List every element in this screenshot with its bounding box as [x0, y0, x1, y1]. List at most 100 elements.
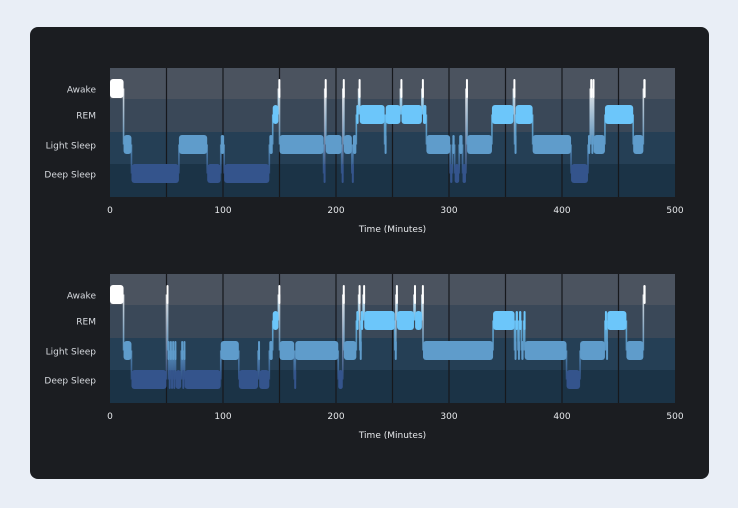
segment-light-sleep [258, 341, 261, 360]
stage-transition [352, 144, 354, 174]
segment-rem [272, 105, 279, 124]
segment-deep-sleep [207, 164, 221, 183]
segment-light-sleep [174, 341, 177, 360]
stage-transition [358, 294, 361, 351]
segment-rem [272, 311, 279, 330]
x-tick-label: 200 [327, 412, 344, 422]
segment-light-sleep [167, 341, 170, 360]
segment-rem [515, 311, 518, 330]
segment-light-sleep [606, 341, 609, 360]
x-tick-label: 100 [214, 412, 231, 422]
segment-awake [395, 285, 398, 304]
stage-transition [122, 294, 125, 351]
segment-light-sleep [459, 135, 463, 154]
x-axis-label: Time (Minutes) [358, 431, 426, 441]
stage-transition [122, 88, 125, 145]
segment-light-sleep [352, 135, 357, 154]
segment-awake [278, 79, 281, 98]
stage-transition [355, 320, 358, 351]
stage-transition [355, 114, 358, 145]
stage-transition [565, 350, 568, 380]
segment-deep-sleep [175, 370, 182, 389]
segment-light-sleep [183, 341, 186, 360]
stage-transition [413, 294, 415, 321]
stage-transition [400, 88, 403, 115]
segment-light-sleep [384, 135, 387, 154]
stage-transition [183, 350, 186, 380]
segment-awake [166, 285, 169, 304]
x-tick-label: 0 [107, 206, 113, 216]
stage-transition [513, 88, 516, 145]
stage-transition [277, 88, 280, 115]
stage-transition [604, 320, 606, 351]
x-axis-label: Time (Minutes) [358, 225, 426, 235]
segment-rem [397, 311, 414, 330]
stage-transition [522, 320, 525, 351]
stage-transition [268, 350, 271, 380]
stage-transition [492, 320, 494, 351]
segment-light-sleep [295, 341, 339, 360]
y-tick-label: Deep Sleep [44, 377, 96, 387]
stage-transition [206, 144, 208, 174]
segment-light-sleep [269, 341, 273, 360]
segment-deep-sleep [454, 164, 460, 183]
segment-deep-sleep [566, 370, 581, 389]
segment-light-sleep [359, 341, 362, 360]
stage-transition [293, 350, 295, 380]
stage-transition [294, 350, 297, 380]
segment-awake [110, 285, 124, 304]
segment-rem [364, 311, 395, 330]
stage-transition [169, 350, 171, 380]
stage-transition [384, 114, 387, 145]
y-tick-label: Deep Sleep [44, 171, 96, 181]
stage-transition [219, 144, 222, 174]
segment-light-sleep [343, 341, 357, 360]
stage-transition [182, 350, 185, 380]
segment-deep-sleep [182, 370, 185, 389]
segment-light-sleep [220, 135, 225, 154]
stage-transition [422, 88, 424, 115]
stage-transition [520, 320, 523, 351]
stage-transition [591, 88, 594, 145]
segment-deep-sleep [323, 164, 326, 183]
stage-transition [277, 294, 280, 321]
stage-transition [223, 144, 225, 174]
segment-light-sleep [123, 135, 132, 154]
segment-deep-sleep [294, 370, 297, 389]
stage-transition [343, 294, 345, 351]
segment-light-sleep [279, 341, 295, 360]
segment-light-sleep [521, 341, 524, 360]
segment-awake [413, 285, 416, 304]
segment-rem [385, 105, 401, 124]
segment-light-sleep [423, 341, 494, 360]
segment-light-sleep [220, 341, 239, 360]
segment-awake [110, 79, 124, 98]
stage-transition [358, 88, 361, 115]
segment-deep-sleep [131, 164, 179, 183]
stage-transition [396, 294, 398, 321]
y-tick-label: REM [76, 112, 96, 122]
stage-transition [517, 320, 519, 351]
segment-light-sleep [524, 341, 567, 360]
segment-rem [604, 105, 634, 124]
segment-rem [356, 311, 359, 330]
stage-transition [425, 114, 428, 145]
segment-deep-sleep [351, 164, 354, 183]
segment-light-sleep [394, 341, 397, 360]
stage-transition [351, 144, 353, 174]
segment-awake [278, 285, 281, 304]
segment-light-sleep [325, 135, 342, 154]
segment-light-sleep [514, 135, 517, 154]
y-tick-label: Light Sleep [46, 142, 97, 152]
segment-rem [523, 311, 526, 330]
stage-transition [458, 144, 460, 174]
segment-rem [493, 311, 515, 330]
stage-transition [170, 350, 172, 380]
stage-transition [466, 88, 468, 145]
stage-transition [453, 144, 456, 174]
x-tick-label: 300 [440, 412, 457, 422]
stage-transition [178, 144, 180, 174]
segment-deep-sleep [338, 370, 343, 389]
segment-deep-sleep [462, 164, 466, 183]
segment-awake [590, 79, 593, 98]
